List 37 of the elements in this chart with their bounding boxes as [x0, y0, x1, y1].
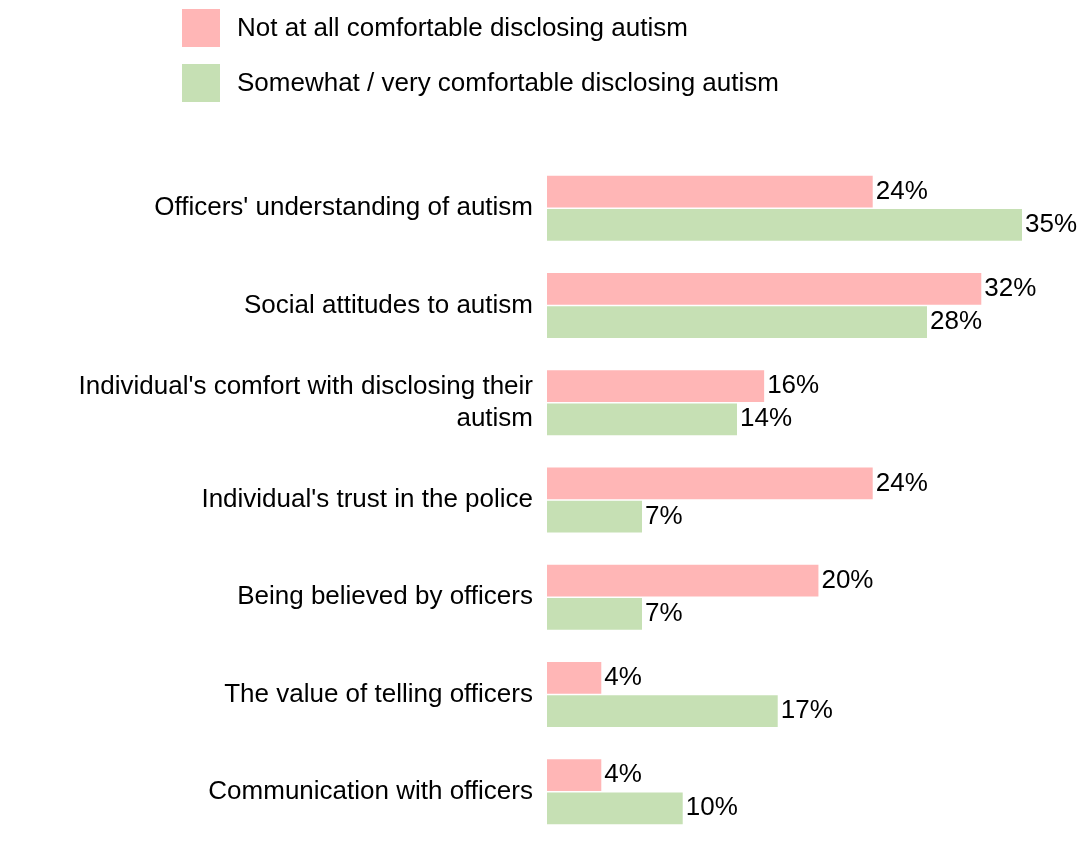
bar	[547, 370, 765, 403]
y-tick-label: Communication with officers	[208, 774, 533, 805]
data-label: 4%	[604, 758, 642, 789]
data-label: 4%	[604, 661, 642, 692]
y-tick-label: Individual's trust in the police	[201, 483, 533, 514]
y-tick-label: Social attitudes to autism	[243, 288, 533, 319]
y-tick-label: Officers' understanding of autism	[154, 191, 533, 222]
data-label: 16%	[767, 369, 820, 400]
legend-label: Not at all comfortable disclosing autism	[237, 12, 688, 43]
bar	[547, 467, 873, 500]
bar	[547, 306, 927, 338]
data-label: 14%	[740, 402, 793, 433]
data-label: 32%	[984, 272, 1037, 303]
data-label: 20%	[821, 563, 874, 594]
data-label: 7%	[645, 499, 683, 530]
legend-label: Somewhat / very comfortable disclosing autism	[237, 67, 779, 98]
bar	[547, 273, 982, 305]
data-label: 35%	[1025, 207, 1078, 238]
data-label: 28%	[930, 305, 983, 336]
bar	[547, 597, 642, 630]
data-label: 7%	[645, 596, 683, 627]
bar	[547, 792, 683, 825]
data-label: 24%	[875, 466, 928, 497]
bar	[547, 662, 602, 694]
bar	[547, 564, 819, 597]
data-label: 24%	[875, 174, 928, 205]
bar	[547, 208, 1022, 241]
bar	[547, 759, 602, 792]
bar	[547, 175, 873, 208]
data-label: 17%	[780, 694, 833, 725]
y-tick-label: Being believed by officers	[237, 580, 533, 611]
y-tick-label: Individual's comfort with disclosing their autism	[78, 370, 534, 432]
bar	[547, 695, 778, 727]
y-tick-label: The value of telling officers	[224, 677, 533, 708]
data-label: 10%	[685, 791, 738, 822]
bar	[547, 403, 737, 436]
bar	[547, 500, 642, 533]
